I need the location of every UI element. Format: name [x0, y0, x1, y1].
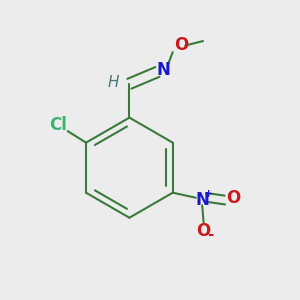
Text: N: N	[157, 61, 171, 79]
Text: Cl: Cl	[49, 116, 67, 134]
Text: +: +	[204, 189, 213, 199]
Text: O: O	[174, 36, 189, 54]
Text: -: -	[208, 227, 214, 242]
Text: O: O	[226, 189, 241, 207]
Text: H: H	[107, 75, 119, 90]
Text: N: N	[195, 191, 209, 209]
Text: O: O	[196, 222, 211, 240]
